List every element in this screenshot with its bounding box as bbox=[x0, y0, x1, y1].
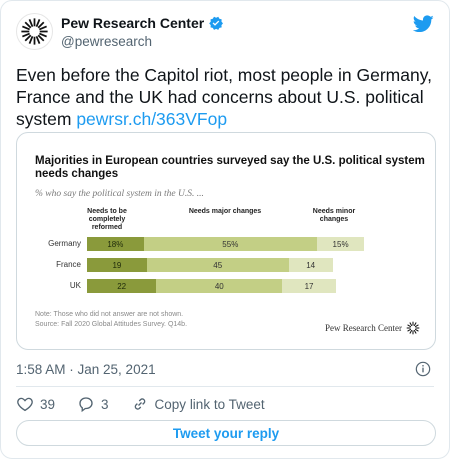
tweet-text: Even before the Capitol riot, most peopl… bbox=[16, 64, 436, 130]
row-label-france: France bbox=[56, 260, 81, 269]
reply-button[interactable]: 3 bbox=[77, 395, 109, 413]
bar-segment-uk-2: 17 bbox=[282, 279, 336, 293]
tweet-your-reply-button[interactable]: Tweet your reply bbox=[16, 420, 436, 446]
reply-count: 3 bbox=[101, 396, 109, 412]
row-label-germany: Germany bbox=[48, 239, 81, 248]
chart-title: Majorities in European countries surveye… bbox=[35, 155, 425, 180]
link-card[interactable]: Majorities in European countries surveye… bbox=[16, 132, 436, 350]
verified-badge-icon bbox=[209, 16, 224, 30]
divider bbox=[16, 386, 434, 387]
bar-segment-uk-1: 40 bbox=[156, 279, 283, 293]
link-icon bbox=[134, 398, 145, 410]
bar-segment-france-0: 19 bbox=[87, 258, 147, 272]
bar-segment-uk-0: 22 bbox=[87, 279, 157, 293]
pew-logo-avatar[interactable] bbox=[16, 13, 53, 50]
info-icon[interactable] bbox=[415, 361, 431, 377]
pew-logo-icon bbox=[406, 321, 420, 335]
tweet-link[interactable]: pewrsr.ch/363VFop bbox=[76, 109, 228, 129]
bar-segment-germany-0: 18% bbox=[87, 237, 144, 251]
like-count: 39 bbox=[40, 396, 56, 412]
col-header-major: Needs major changes bbox=[188, 208, 262, 215]
bar-segment-france-2: 14 bbox=[288, 258, 333, 272]
bar-segment-germany-1: 55% bbox=[143, 237, 317, 251]
copy-link-label: Copy link to Tweet bbox=[154, 396, 265, 412]
reply-icon bbox=[79, 397, 93, 413]
bar-segment-france-1: 45 bbox=[146, 258, 289, 272]
chart-note: Note: Those who did not answer are not s… bbox=[35, 311, 184, 318]
author-name-row[interactable]: Pew Research Center bbox=[61, 15, 224, 31]
chart-source: Source: Fall 2020 Global Attitudes Surve… bbox=[35, 321, 188, 328]
author-handle[interactable]: @pewresearch bbox=[61, 34, 152, 49]
pew-wordmark: Pew Research Center bbox=[325, 321, 420, 335]
pew-wordmark-text: Pew Research Center bbox=[325, 323, 402, 333]
row-label-uk: UK bbox=[69, 281, 81, 290]
col-header-reformed: Needs to be completely reformed bbox=[87, 208, 127, 231]
twitter-bird-icon[interactable] bbox=[413, 15, 434, 33]
tweet-timestamp[interactable]: 1:58 AM · Jan 25, 2021 bbox=[16, 362, 156, 377]
author-name[interactable]: Pew Research Center bbox=[61, 15, 205, 31]
heart-icon bbox=[17, 397, 33, 412]
chart-subtitle: % who say the political system in the U.… bbox=[35, 189, 204, 199]
action-bar: 39 3 Copy link to Tweet bbox=[16, 395, 287, 413]
bar-segment-germany-2: 15% bbox=[316, 237, 365, 251]
like-button[interactable]: 39 bbox=[16, 395, 55, 413]
col-header-minor: Needs minor changes bbox=[312, 208, 356, 223]
copy-link-button[interactable]: Copy link to Tweet bbox=[131, 395, 265, 413]
tweet-body: Even before the Capitol riot, most peopl… bbox=[16, 65, 433, 129]
